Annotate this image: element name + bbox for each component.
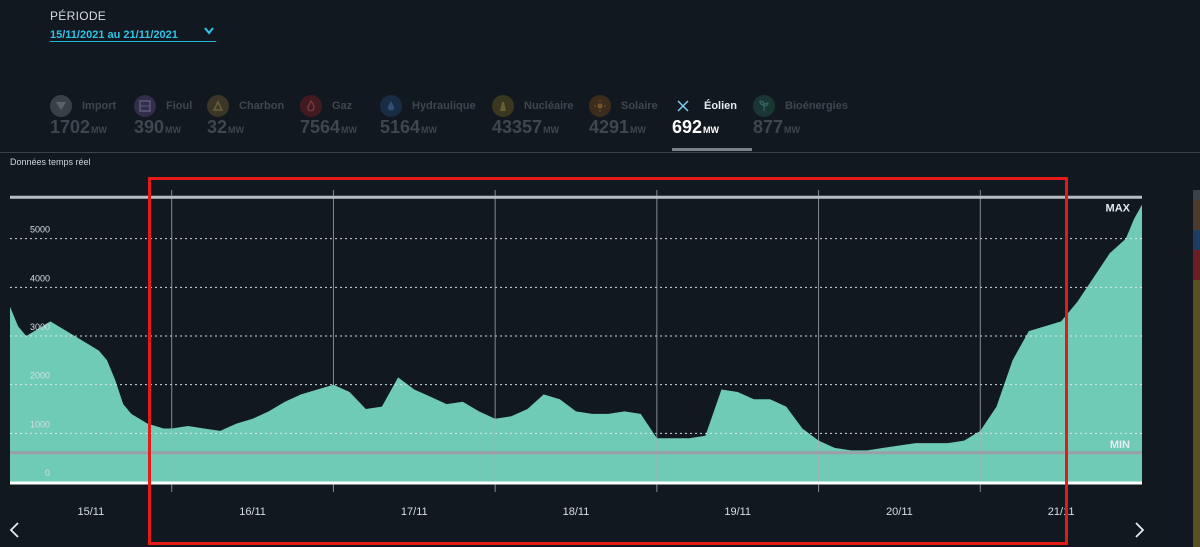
x-tick-label: 19/11: [724, 506, 751, 518]
y-tick-label: 4000: [30, 273, 50, 283]
tabs-divider: [0, 152, 1200, 153]
hydraulique-icon: [380, 95, 402, 117]
tab-import-unit: MW: [91, 125, 108, 135]
period-label: PÉRIODE: [50, 9, 107, 23]
x-tick-label: 16/11: [239, 506, 266, 518]
chevron-right-icon[interactable]: [1132, 521, 1146, 539]
fioul-icon: [134, 95, 156, 117]
tab-gaz[interactable]: Gaz 7564MW: [300, 92, 365, 152]
tab-charbon-unit: MW: [228, 125, 245, 135]
tab-hydraulique-value: 5164: [380, 117, 421, 137]
x-tick-label: 18/11: [563, 506, 590, 518]
period-select[interactable]: 15/11/2021 au 21/11/2021: [50, 25, 216, 42]
tab-solaire-value: 4291: [589, 117, 630, 137]
chevron-left-icon[interactable]: [8, 521, 22, 539]
tab-fioul-unit: MW: [165, 125, 182, 135]
tab-nucleaire-name: Nucléaire: [524, 100, 574, 112]
tab-hydraulique[interactable]: Hydraulique 5164MW: [380, 92, 478, 152]
side-color-strip: [1193, 190, 1200, 547]
tab-bioenergies-unit: MW: [784, 125, 801, 135]
active-tab-indicator: [672, 148, 752, 151]
tab-eolien-unit: MW: [703, 125, 720, 135]
highlight-box: [148, 177, 1068, 545]
y-tick-label: 5000: [30, 225, 50, 235]
bioenergies-icon: [753, 95, 775, 117]
tab-gaz-value: 7564: [300, 117, 341, 137]
realtime-label: Données temps réel: [10, 157, 91, 167]
max-label: MAX: [1106, 202, 1131, 214]
tab-hydraulique-name: Hydraulique: [412, 100, 476, 112]
tab-import-name: Import: [82, 100, 117, 112]
solaire-icon: [589, 95, 611, 117]
tab-import-value: 1702: [50, 117, 91, 137]
tab-solaire-name: Solaire: [621, 100, 658, 112]
tab-import[interactable]: Import 1702MW: [50, 92, 122, 152]
charbon-icon: [207, 95, 229, 117]
x-tick-label: 20/11: [886, 506, 913, 518]
eolien-icon: [672, 95, 694, 117]
tab-bioenergies[interactable]: Bioénergies 877MW: [753, 92, 853, 152]
tab-nucleaire-unit: MW: [543, 125, 560, 135]
tab-solaire[interactable]: Solaire 4291MW: [589, 92, 659, 152]
nucleaire-icon: [492, 95, 514, 117]
wind-production-chart: 0 1000 2000 3000 4000 5000 15/11 16/11 17/11 18/1…: [10, 190, 1142, 518]
tab-bioenergies-value: 877: [753, 117, 784, 137]
tab-charbon-value: 32: [207, 117, 228, 137]
tab-charbon[interactable]: Charbon 32MW: [207, 92, 287, 152]
y-tick-label: 0: [45, 468, 50, 478]
tab-eolien-name: Éolien: [704, 100, 738, 112]
tab-eolien[interactable]: Éolien 692MW: [672, 92, 752, 152]
tab-hydraulique-unit: MW: [421, 125, 438, 135]
wind-area-series: [10, 204, 1142, 482]
y-tick-label: 1000: [30, 419, 50, 429]
x-tick-label: 15/11: [77, 506, 104, 518]
tab-fioul-name: Fioul: [166, 100, 193, 112]
x-tick-label: 17/11: [401, 506, 428, 518]
y-tick-label: 3000: [30, 322, 50, 332]
tab-fioul[interactable]: Fioul 390MW: [134, 92, 196, 152]
tab-gaz-unit: MW: [341, 125, 358, 135]
period-value: 15/11/2021 au 21/11/2021: [50, 29, 178, 41]
tab-solaire-unit: MW: [630, 125, 647, 135]
tab-gaz-name: Gaz: [332, 100, 353, 112]
min-label: MIN: [1110, 439, 1130, 451]
y-tick-label: 2000: [30, 371, 50, 381]
tab-nucleaire[interactable]: Nucléaire 43357MW: [492, 92, 574, 152]
tab-charbon-name: Charbon: [239, 100, 285, 112]
chevron-down-icon: [204, 27, 214, 35]
tab-fioul-value: 390: [134, 117, 165, 137]
energy-tabs: Import 1702MW Fioul 390MW Charbon 32MW: [0, 92, 1200, 154]
tab-nucleaire-value: 43357: [492, 117, 543, 137]
import-icon: [50, 95, 72, 117]
tab-eolien-value: 692: [672, 117, 703, 137]
gaz-icon: [300, 95, 322, 117]
tab-bioenergies-name: Bioénergies: [785, 100, 848, 112]
